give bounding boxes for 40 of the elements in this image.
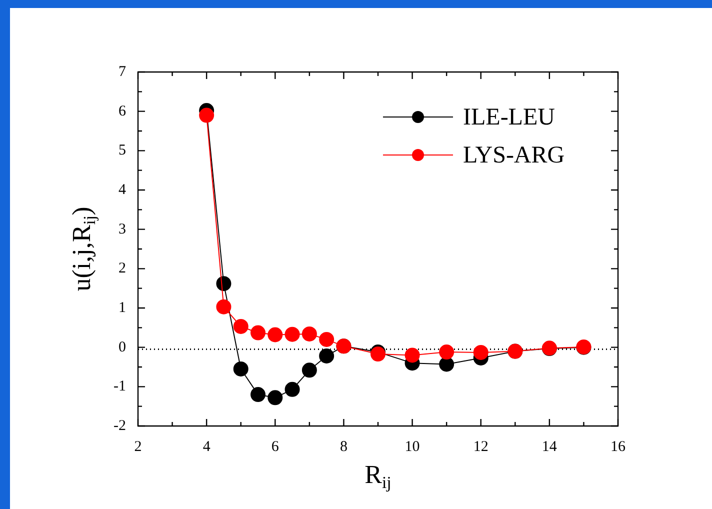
- point: [404, 348, 420, 363]
- y-tick-label: 7: [118, 64, 126, 80]
- point: [439, 344, 454, 360]
- x-tick-label: 16: [610, 438, 626, 455]
- point: [319, 348, 334, 364]
- y-tick-label: 4: [118, 182, 126, 198]
- point: [319, 332, 334, 347]
- y-tick-label: 6: [118, 103, 126, 120]
- point: [302, 326, 317, 342]
- y-axis-title: u(i,j,Rij): [66, 206, 100, 292]
- point: [233, 318, 248, 334]
- point: [302, 362, 317, 378]
- legend-label: LYS-ARG: [463, 142, 565, 168]
- point: [233, 361, 248, 376]
- y-tick-label: 2: [118, 260, 126, 277]
- x-tick-label: 14: [542, 438, 558, 455]
- x-tick-label: 8: [340, 438, 348, 455]
- point: [268, 327, 283, 342]
- point: [199, 108, 214, 123]
- x-tick-label: 6: [271, 438, 280, 455]
- y-tick-label: 5: [118, 142, 126, 159]
- point: [473, 344, 488, 360]
- point: [268, 390, 283, 406]
- y-tick-label: 0: [118, 339, 126, 356]
- point: [284, 326, 300, 342]
- point: [250, 387, 266, 402]
- point: [216, 276, 232, 292]
- point: [216, 299, 232, 314]
- point: [439, 356, 454, 372]
- y-tick-label: 3: [118, 221, 126, 238]
- x-tick-label: 2: [134, 438, 142, 455]
- x-tick-label: 10: [404, 438, 420, 455]
- y-tick-label: 1: [118, 300, 126, 316]
- x-tick-label: 12: [473, 438, 488, 455]
- x-tick-label: 4: [202, 438, 211, 455]
- point: [284, 382, 300, 397]
- y-tick-label: -2: [114, 418, 126, 434]
- point: [250, 325, 266, 340]
- y-tick-label: -1: [114, 378, 126, 395]
- legend-label: ILE-LEU: [463, 104, 555, 130]
